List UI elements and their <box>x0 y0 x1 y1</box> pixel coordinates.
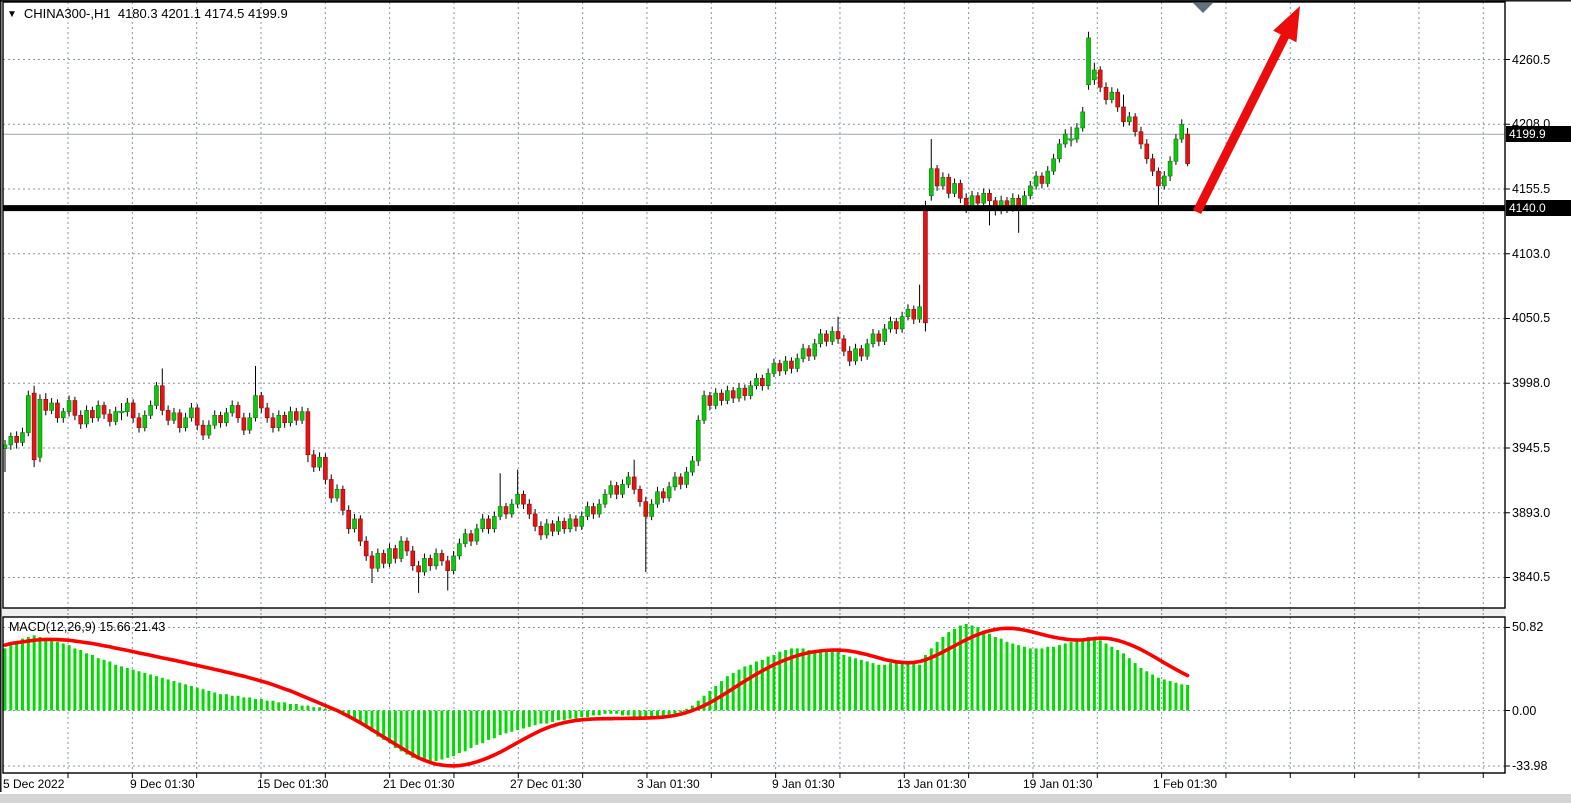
time-axis-label: 9 Jan 01:30 <box>772 777 835 791</box>
trend-arrow-shaft[interactable] <box>1192 29 1292 215</box>
hline-price-badge: 4140.0 <box>1506 200 1571 217</box>
time-axis-label: 9 Dec 01:30 <box>130 777 195 791</box>
price-axis-label: 4260.5 <box>1512 52 1551 67</box>
candlestick-series <box>2 31 1190 593</box>
price-axis-label: 4103.0 <box>1512 246 1551 261</box>
main-panel-border <box>2 1 1506 609</box>
bottom-edge-band <box>0 794 1571 803</box>
price-axis-label: 3945.5 <box>1512 440 1551 455</box>
macd-main-value: 15.66 <box>99 620 131 634</box>
macd-axis-label: 0.00 <box>1512 703 1537 718</box>
macd-signal-value: 21.43 <box>134 620 166 634</box>
macd-axis-label: -33.98 <box>1512 759 1548 774</box>
time-axis-label: 27 Dec 01:30 <box>510 777 582 791</box>
symbol-period-label: CHINA300-,H1 <box>23 6 111 21</box>
time-axis-label: 21 Dec 01:30 <box>383 777 455 791</box>
macd-name: MACD(12,26,9) <box>9 620 96 634</box>
macd-histogram <box>3 623 1190 762</box>
price-axis-label: 4050.5 <box>1512 311 1551 326</box>
price-axis-label: 3893.0 <box>1512 505 1551 520</box>
trend-arrow-head[interactable] <box>1273 6 1300 43</box>
price-axis-label: 3998.0 <box>1512 376 1551 391</box>
time-axis-label: 19 Jan 01:30 <box>1023 777 1093 791</box>
chart-top-marker-icon[interactable] <box>1193 3 1213 13</box>
time-axis-label: 5 Dec 2022 <box>3 777 65 791</box>
time-axis-label: 13 Jan 01:30 <box>897 777 967 791</box>
panel-separator[interactable] <box>0 608 1505 617</box>
price-axis-label: 3840.5 <box>1512 570 1551 585</box>
chart-title: ▼ CHINA300-,H1 4180.3 4201.1 4174.5 4199.… <box>7 6 288 21</box>
macd-axis-label: 50.82 <box>1512 620 1544 635</box>
macd-panel-border <box>2 616 1506 774</box>
time-axis-label: 3 Jan 01:30 <box>637 777 700 791</box>
current-price-badge: 4199.9 <box>1506 126 1571 143</box>
time-axis-label: 15 Dec 01:30 <box>257 777 329 791</box>
macd-indicator-label: MACD(12,26,9) 15.66 21.43 <box>9 620 165 634</box>
ohlc-values: 4180.3 4201.1 4174.5 4199.9 <box>117 6 288 21</box>
macd-signal-line <box>3 626 1190 768</box>
symbol-dropdown-icon[interactable]: ▼ <box>7 9 17 20</box>
price-axis-label: 4155.5 <box>1512 181 1551 196</box>
time-axis-label: 1 Feb 01:30 <box>1153 777 1218 791</box>
